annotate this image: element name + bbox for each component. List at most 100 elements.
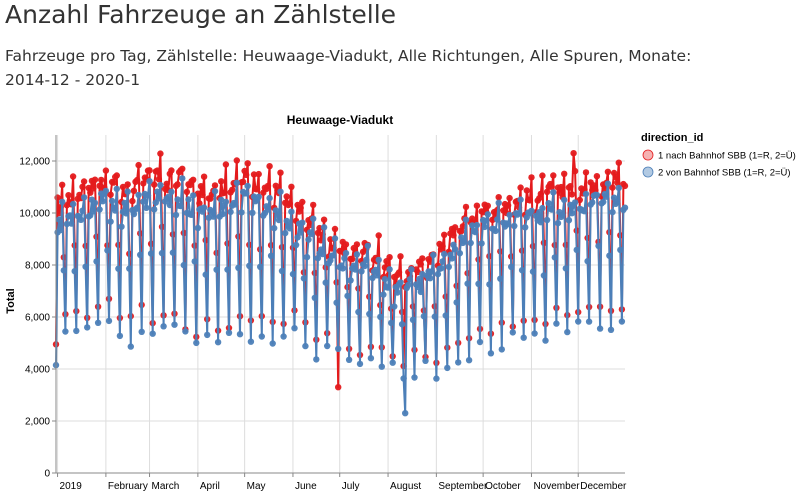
data-point bbox=[537, 190, 544, 198]
data-point bbox=[380, 291, 387, 298]
data-point bbox=[221, 189, 228, 196]
data-point bbox=[105, 317, 113, 325]
data-point bbox=[154, 188, 161, 195]
data-point bbox=[277, 169, 284, 176]
data-point bbox=[353, 241, 361, 248]
data-point bbox=[568, 191, 576, 198]
data-point bbox=[157, 181, 164, 189]
data-point bbox=[504, 221, 512, 228]
data-point bbox=[419, 255, 426, 262]
data-point bbox=[155, 176, 163, 183]
data-point bbox=[94, 319, 102, 326]
data-point bbox=[224, 266, 231, 273]
data-point bbox=[417, 261, 424, 268]
data-point bbox=[108, 197, 116, 205]
data-point bbox=[138, 328, 145, 335]
data-point bbox=[129, 197, 136, 205]
data-point bbox=[200, 173, 208, 180]
data-point bbox=[437, 265, 445, 272]
data-point bbox=[551, 254, 558, 261]
data-point bbox=[286, 225, 293, 232]
data-point bbox=[91, 199, 99, 207]
data-point bbox=[160, 323, 167, 330]
data-point bbox=[55, 216, 63, 223]
data-point bbox=[199, 191, 206, 199]
data-point bbox=[614, 198, 621, 205]
page-subtitle: Fahrzeuge pro Tag, Zählstelle: Heuwaage-… bbox=[5, 47, 692, 89]
data-point bbox=[356, 360, 364, 368]
data-point bbox=[584, 258, 591, 265]
data-point bbox=[522, 224, 529, 231]
y-tick-label: 12,000 bbox=[19, 157, 50, 168]
data-point bbox=[562, 265, 569, 272]
data-point bbox=[504, 202, 512, 209]
data-point bbox=[528, 207, 535, 214]
data-point bbox=[518, 267, 526, 274]
data-point bbox=[163, 180, 170, 187]
data-point bbox=[302, 342, 309, 350]
data-point bbox=[235, 264, 242, 271]
x-tick-label: July bbox=[342, 481, 360, 492]
data-point bbox=[233, 157, 240, 164]
data-point bbox=[84, 324, 91, 331]
data-point bbox=[420, 313, 428, 320]
data-point bbox=[405, 281, 412, 289]
data-point bbox=[71, 268, 78, 275]
data-point bbox=[297, 229, 304, 236]
data-point bbox=[400, 375, 407, 382]
data-point bbox=[171, 321, 178, 328]
data-point bbox=[467, 239, 474, 247]
data-point bbox=[118, 223, 125, 230]
data-point bbox=[386, 254, 393, 261]
data-point bbox=[596, 325, 604, 332]
data-point bbox=[288, 208, 295, 215]
data-point bbox=[250, 171, 258, 178]
data-point bbox=[269, 340, 276, 347]
data-point bbox=[133, 176, 141, 184]
data-point bbox=[255, 170, 262, 178]
data-point bbox=[398, 321, 406, 328]
data-point bbox=[157, 150, 164, 157]
data-point bbox=[113, 185, 121, 193]
data-point bbox=[96, 206, 103, 213]
data-point bbox=[310, 201, 317, 209]
data-point bbox=[492, 227, 499, 235]
data-point bbox=[498, 346, 505, 353]
data-point bbox=[68, 220, 75, 227]
data-point bbox=[478, 240, 485, 247]
data-point bbox=[347, 277, 354, 284]
data-point bbox=[462, 203, 470, 211]
data-point bbox=[345, 356, 353, 363]
data-point bbox=[384, 284, 392, 291]
data-point bbox=[441, 231, 448, 238]
data-point bbox=[439, 243, 446, 250]
x-tick-label: October bbox=[485, 481, 521, 492]
data-point bbox=[607, 326, 615, 333]
data-point bbox=[107, 191, 114, 198]
data-point bbox=[495, 199, 502, 206]
data-point bbox=[511, 222, 518, 230]
legend-label: 2 von Bahnhof SBB (1=R, 2=Ü) bbox=[658, 168, 791, 179]
data-point bbox=[210, 213, 217, 220]
data-point bbox=[280, 333, 287, 340]
data-point bbox=[222, 161, 230, 168]
data-point bbox=[119, 183, 127, 191]
data-point bbox=[508, 263, 515, 270]
data-point bbox=[564, 328, 571, 336]
data-point bbox=[319, 250, 326, 258]
data-point bbox=[455, 359, 462, 366]
chart-axes: 0 2,000 4,000 6,000 8,000 10,000 12,000 2019 Feb… bbox=[19, 135, 627, 492]
data-point bbox=[520, 334, 527, 341]
data-point bbox=[169, 249, 177, 256]
data-point bbox=[542, 337, 549, 344]
data-point bbox=[456, 250, 463, 257]
data-point bbox=[604, 180, 612, 187]
data-point bbox=[497, 275, 504, 282]
data-point bbox=[381, 275, 389, 283]
data-point bbox=[59, 181, 66, 188]
data-point bbox=[389, 359, 396, 366]
data-point bbox=[168, 167, 175, 174]
data-point bbox=[411, 374, 418, 381]
x-tick-label: March bbox=[152, 481, 180, 492]
y-tick-label: 4,000 bbox=[25, 365, 50, 376]
